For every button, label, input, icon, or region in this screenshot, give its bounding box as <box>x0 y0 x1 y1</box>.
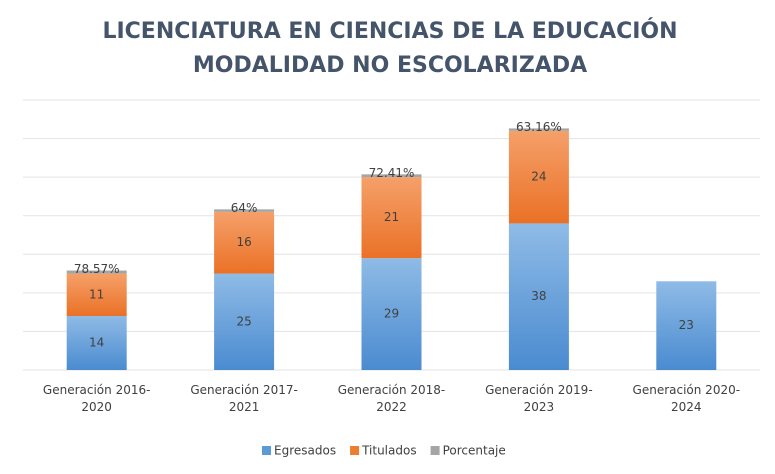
x-tick-label: Generación 2019-2023 <box>485 383 593 414</box>
bar-segment <box>508 128 569 131</box>
bar-segment <box>508 130 569 224</box>
bar-segment <box>214 273 275 370</box>
data-label: 38 <box>531 289 546 303</box>
bar-segment <box>656 281 717 370</box>
data-label: 16 <box>236 235 251 249</box>
bar-segment <box>214 209 275 212</box>
data-label: 29 <box>384 307 399 321</box>
legend-label: Titulados <box>361 444 417 458</box>
legend-label: Porcentaje <box>443 444 506 458</box>
x-tick-label: Generación 2016-2020 <box>42 383 151 414</box>
legend-swatch <box>262 446 271 455</box>
data-label: 25 <box>236 314 251 328</box>
bar-segment <box>361 258 422 370</box>
chart-title: MODALIDAD NO ESCOLARIZADA <box>193 53 587 78</box>
data-label: 63.16% <box>516 120 562 134</box>
data-label: 78.57% <box>74 262 120 276</box>
data-label: 14 <box>89 336 104 350</box>
bar-segment <box>361 177 422 259</box>
data-label: 11 <box>89 287 104 301</box>
bar-segment <box>508 223 569 370</box>
bar-segment <box>361 174 422 178</box>
bar-segment <box>66 270 127 274</box>
legend-label: Egresados <box>274 444 336 458</box>
legend-swatch <box>350 446 360 455</box>
data-label: 24 <box>531 170 546 184</box>
bar-segment <box>66 273 127 316</box>
data-label: 21 <box>384 210 399 224</box>
x-tick-label: Generación 2020-2024 <box>632 383 741 414</box>
legend-swatch <box>430 446 440 455</box>
data-label: 72.41% <box>369 166 415 180</box>
x-tick-label: Generación 2018-2022 <box>337 383 446 414</box>
x-tick-label: Generación 2017-2021 <box>190 383 298 414</box>
bar-segment <box>214 211 275 274</box>
data-label: 23 <box>679 318 694 332</box>
bar-segment <box>66 316 127 370</box>
chart-title: LICENCIATURA EN CIENCIAS DE LA EDUCACIÓN <box>102 18 677 44</box>
data-label: 64% <box>231 201 258 215</box>
